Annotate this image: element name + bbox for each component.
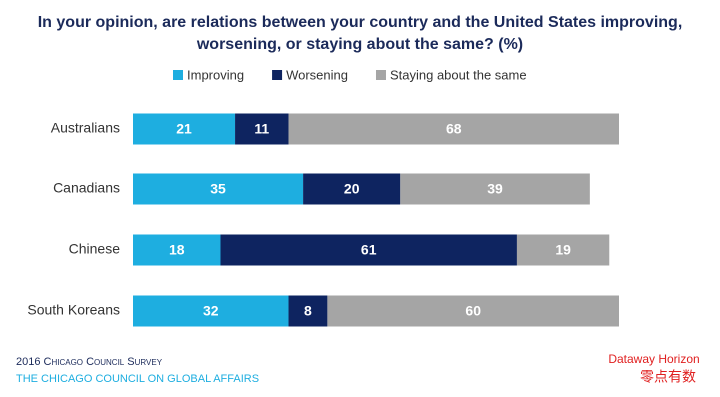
data-label: 32 (203, 303, 219, 319)
chart-title: In your opinion, are relations between y… (37, 14, 683, 53)
legend-swatch (272, 70, 283, 80)
category-label: Australians (51, 120, 120, 136)
bar-segment (220, 234, 517, 266)
legend-label: Staying about the same (390, 67, 527, 82)
bar-segment (303, 173, 401, 205)
source: 2016 Chicago Council Survey (16, 356, 163, 368)
bar-segment (133, 234, 221, 266)
data-label: 8 (304, 303, 312, 319)
bar-segment (235, 113, 289, 145)
data-label: 60 (465, 303, 481, 319)
bar-segment (400, 173, 590, 205)
data-label: 11 (254, 121, 269, 137)
watermark: Dataway Horizon (608, 352, 699, 366)
bar-segment (288, 295, 328, 327)
legend-label: Worsening (286, 67, 348, 82)
publisher: THE CHICAGO COUNCIL ON GLOBAL AFFAIRS (16, 373, 259, 385)
legend-label: Improving (187, 67, 244, 82)
legend-swatch (375, 70, 386, 80)
data-label: 61 (361, 242, 377, 258)
watermark: 零点有数 (640, 369, 696, 385)
bar-segment (133, 295, 289, 327)
data-label: 68 (446, 121, 462, 137)
category-label: Chinese (69, 241, 121, 257)
data-label: 19 (555, 242, 571, 258)
bar-segment (327, 295, 619, 327)
legend-swatch (173, 70, 183, 80)
bar-segment (133, 173, 304, 205)
bar-segment (133, 113, 236, 145)
data-label: 20 (344, 181, 360, 197)
category-label: South Koreans (27, 302, 120, 318)
category-label: Canadians (53, 180, 120, 196)
data-label: 18 (169, 242, 185, 258)
data-label: 35 (210, 181, 226, 197)
bar-segment (288, 113, 619, 145)
data-label: 39 (487, 181, 503, 197)
data-label: 21 (176, 121, 192, 137)
bar-segment (516, 234, 610, 266)
